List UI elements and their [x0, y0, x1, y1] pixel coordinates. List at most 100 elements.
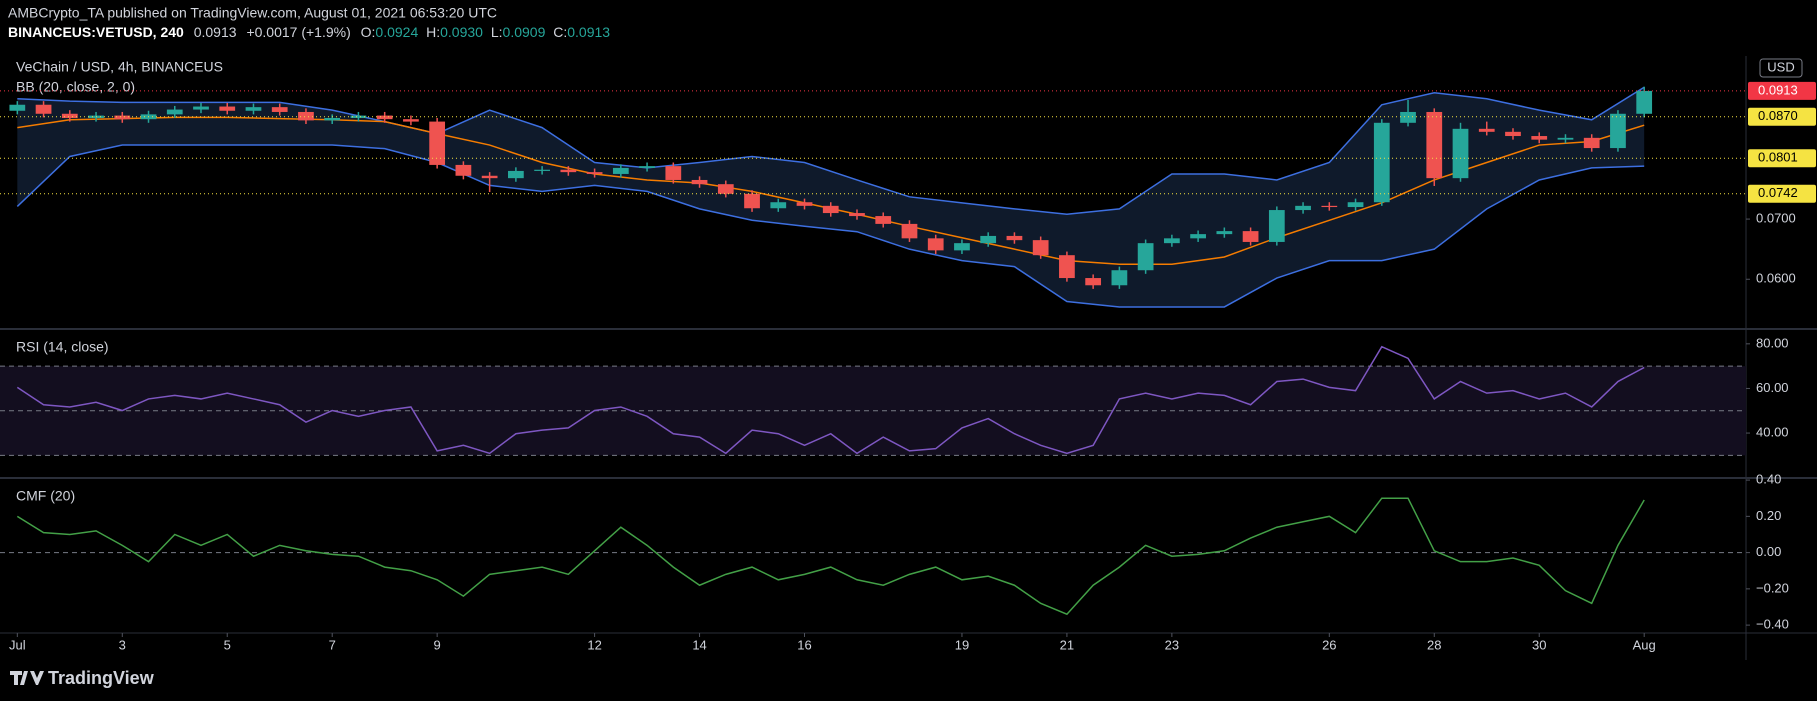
x-tick-label: 30: [1532, 637, 1546, 652]
indicator-title: BB (20, close, 2, 0): [16, 79, 135, 95]
price-label-box: [1748, 149, 1816, 168]
candle-body: [1268, 210, 1285, 242]
x-tick-label: 3: [119, 637, 126, 652]
candle-body: [35, 104, 52, 114]
candle-body: [875, 216, 892, 224]
y-tick-label: 60.00: [1756, 380, 1789, 395]
candle-body: [639, 166, 655, 168]
pane-title: RSI (14, close): [16, 339, 109, 355]
indicator-line: [16, 497, 1645, 616]
price-label-box: [1748, 107, 1816, 126]
candle-body: [796, 202, 813, 206]
y-tick-label: 0.0700: [1756, 211, 1796, 226]
ohlc-label: O:: [361, 24, 376, 40]
candle-body: [1085, 278, 1102, 286]
candle-body: [1059, 255, 1075, 279]
price-label-box: [1748, 184, 1816, 203]
candle-body: [1295, 205, 1311, 211]
x-tick-label: 7: [329, 637, 336, 652]
candle-body: [166, 109, 183, 115]
candle-body: [9, 104, 26, 111]
candle-body: [193, 106, 209, 110]
publish-info: AMBCrypto_TA published on TradingView.co…: [8, 5, 497, 21]
currency-box: [1759, 58, 1803, 78]
candle-body: [481, 175, 498, 179]
y-tick-label: 40.00: [1756, 424, 1789, 439]
price-label: 0.0742: [1758, 185, 1798, 200]
candle-body: [1032, 240, 1049, 256]
candle-body: [1373, 122, 1390, 203]
candle-body: [219, 106, 236, 111]
candle-body: [1006, 235, 1023, 241]
x-tick-label: Aug: [1633, 637, 1656, 652]
candle-body: [1636, 90, 1653, 114]
ohlc-value: 0.0909: [503, 24, 546, 40]
candle-body: [1216, 231, 1233, 235]
candle-body: [1531, 136, 1548, 140]
candle-body: [114, 115, 131, 120]
y-tick-label: 0.00: [1756, 544, 1781, 559]
candle-body: [1610, 113, 1626, 149]
y-tick-label: 0.20: [1756, 508, 1781, 523]
x-tick-label: 9: [434, 637, 441, 652]
candle-body: [849, 213, 865, 217]
price-label: 0.0870: [1758, 108, 1798, 123]
candle-body: [1478, 128, 1495, 132]
price-label-box: [1748, 81, 1816, 100]
candle-body: [61, 113, 78, 118]
candle-body: [980, 235, 997, 244]
candle-body: [1190, 234, 1206, 239]
symbol: BINANCEUS:VETUSD, 240: [8, 24, 184, 40]
candle-body: [245, 107, 262, 111]
pane-title: CMF (20): [16, 488, 75, 504]
candle-body: [508, 170, 524, 179]
x-tick-label: 19: [955, 637, 969, 652]
candle-body: [1452, 128, 1469, 179]
candle-body: [1505, 131, 1521, 137]
ohlc-label: H:: [426, 24, 440, 40]
price-label: 0.0801: [1758, 150, 1798, 165]
last-price: 0.0913: [194, 24, 237, 40]
candle-body: [1111, 270, 1128, 286]
symbol-line: BINANCEUS:VETUSD, 240 0.0913 +0.0017 (+1…: [8, 24, 610, 40]
candle-body: [1426, 111, 1443, 179]
brand-text: TradingView: [48, 668, 155, 688]
x-tick-label: 14: [692, 637, 706, 652]
candle-body: [376, 115, 393, 120]
candle-body: [1583, 137, 1600, 149]
ohlc-value: 0.0924: [375, 24, 418, 40]
x-tick-label: 21: [1060, 637, 1074, 652]
candle-body: [901, 223, 918, 239]
candle-body: [612, 167, 629, 174]
candle-body: [324, 117, 341, 121]
brand-logo: [10, 671, 44, 685]
ohlc-value: 0.0913: [567, 24, 610, 40]
price-label: 0.0913: [1758, 82, 1798, 97]
x-tick-label: 5: [224, 637, 231, 652]
x-tick-label: Jul: [9, 637, 26, 652]
change: +0.0017 (+1.9%): [246, 24, 350, 40]
y-tick-label: 0.40: [1756, 472, 1781, 487]
candle-body: [429, 121, 446, 165]
candle-body: [1347, 202, 1364, 208]
candle-body: [770, 202, 787, 209]
ohlc-label: C:: [553, 24, 567, 40]
candle-body: [1242, 231, 1259, 242]
candle-body: [927, 238, 944, 251]
bb-upper: [17, 86, 1645, 216]
indicator-line: [16, 345, 1645, 455]
candle-body: [1400, 111, 1416, 123]
bb-lower: [16, 144, 1645, 308]
candle-body: [1164, 238, 1180, 244]
candle-body: [403, 119, 419, 122]
candle-body: [717, 184, 734, 194]
ohlc-label: L:: [491, 24, 503, 40]
x-tick-label: 12: [587, 637, 601, 652]
y-tick-label: −0.20: [1756, 580, 1789, 595]
candle-body: [822, 205, 839, 214]
candle-body: [1137, 243, 1154, 271]
x-tick-label: 23: [1165, 637, 1179, 652]
candle-body: [455, 164, 472, 176]
currency-label: USD: [1767, 59, 1794, 74]
